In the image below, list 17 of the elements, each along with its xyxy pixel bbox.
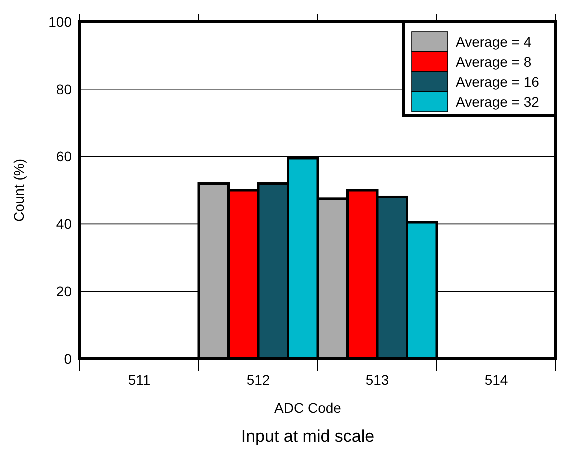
y-tick-label: 40 — [56, 216, 72, 232]
y-tick-label: 100 — [48, 14, 72, 30]
y-tick-label: 0 — [64, 350, 72, 367]
y-tick-label: 20 — [56, 284, 72, 300]
x-tick-label: 511 — [128, 372, 151, 388]
x-tick-label: 512 — [246, 372, 270, 388]
legend-label: Average = 32 — [456, 94, 540, 110]
y-axis-title: Count (%) — [11, 158, 27, 222]
y-tick-label: 60 — [56, 148, 72, 165]
legend-label: Average = 8 — [456, 54, 532, 70]
x-tick-label: 514 — [484, 372, 508, 388]
legend-label: Average = 16 — [456, 74, 540, 90]
y-tick-label: 80 — [56, 81, 72, 98]
x-tick-label: 513 — [366, 372, 390, 388]
text: Input at mid scale — [241, 427, 375, 446]
legend-label: Average = 4 — [456, 34, 532, 50]
x-axis-title: ADC Code — [274, 400, 342, 416]
